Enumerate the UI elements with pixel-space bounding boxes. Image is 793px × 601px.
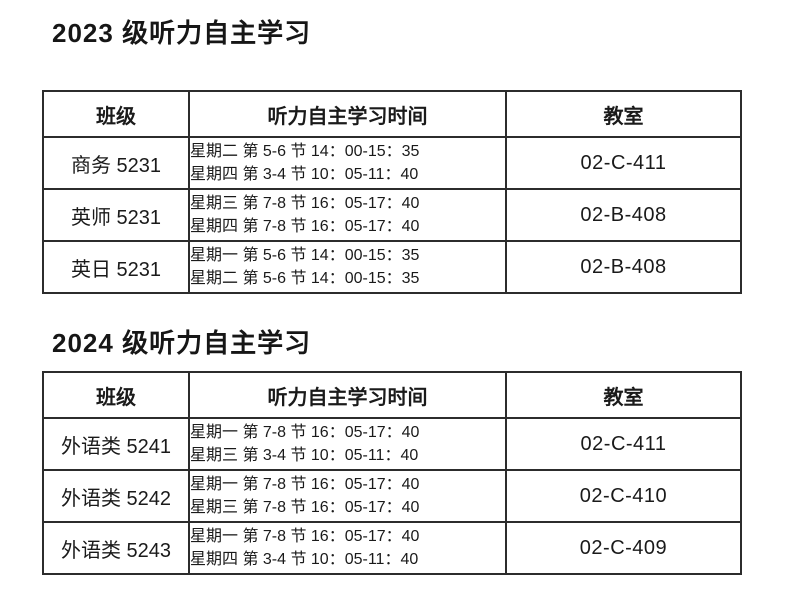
table-row: 英师 5231 星期三 第 7-8 节 16：05-17：40 星期四 第 7-…	[42, 188, 742, 242]
time-line: 星期一 第 5-6 节 14：00-15：35	[190, 247, 420, 264]
time-line: 星期一 第 7-8 节 16：05-17：40	[190, 476, 420, 493]
time-cell: 星期三 第 7-8 节 16：05-17：40 星期四 第 7-8 节 16：0…	[188, 188, 507, 242]
header-cell-class: 班级	[42, 371, 190, 419]
time-line: 星期四 第 7-8 节 16：05-17：40	[190, 218, 420, 235]
time-line: 星期二 第 5-6 节 14：00-15：35	[190, 143, 420, 160]
time-line: 星期三 第 3-4 节 10：05-11：40	[190, 447, 419, 464]
time-line: 星期一 第 7-8 节 16：05-17：40	[190, 528, 420, 545]
time-cell: 星期一 第 7-8 节 16：05-17：40 星期四 第 3-4 节 10：0…	[188, 521, 507, 575]
table-row: 商务 5231 星期二 第 5-6 节 14：00-15：35 星期四 第 3-…	[42, 136, 742, 190]
schedule-document: 2023 级听力自主学习 班级 听力自主学习时间 教室 商务 5231 星期二 …	[42, 18, 742, 575]
time-line: 星期三 第 7-8 节 16：05-17：40	[190, 499, 420, 516]
table-header-row: 班级 听力自主学习时间 教室	[42, 90, 742, 138]
room-cell: 02-B-408	[505, 188, 742, 242]
time-line: 星期四 第 3-4 节 10：05-11：40	[190, 166, 419, 183]
table-row: 外语类 5241 星期一 第 7-8 节 16：05-17：40 星期三 第 3…	[42, 417, 742, 471]
room-cell: 02-C-411	[505, 136, 742, 190]
class-name-cell: 外语类 5241	[42, 417, 190, 471]
time-cell: 星期一 第 7-8 节 16：05-17：40 星期三 第 7-8 节 16：0…	[188, 469, 507, 523]
table-header-row: 班级 听力自主学习时间 教室	[42, 371, 742, 419]
time-line: 星期一 第 7-8 节 16：05-17：40	[190, 424, 420, 441]
class-name-cell: 商务 5231	[42, 136, 190, 190]
room-cell: 02-C-411	[505, 417, 742, 471]
table-row: 英日 5231 星期一 第 5-6 节 14：00-15：35 星期二 第 5-…	[42, 240, 742, 294]
table-row: 外语类 5242 星期一 第 7-8 节 16：05-17：40 星期三 第 7…	[42, 469, 742, 523]
time-cell: 星期二 第 5-6 节 14：00-15：35 星期四 第 3-4 节 10：0…	[188, 136, 507, 190]
table-row: 外语类 5243 星期一 第 7-8 节 16：05-17：40 星期四 第 3…	[42, 521, 742, 575]
schedule-table-2024: 班级 听力自主学习时间 教室 外语类 5241 星期一 第 7-8 节 16：0…	[42, 371, 742, 575]
header-cell-time: 听力自主学习时间	[188, 90, 507, 138]
class-name-cell: 外语类 5243	[42, 521, 190, 575]
section-title-2023: 2023 级听力自主学习	[52, 18, 312, 48]
time-cell: 星期一 第 5-6 节 14：00-15：35 星期二 第 5-6 节 14：0…	[188, 240, 507, 294]
room-cell: 02-C-409	[505, 521, 742, 575]
class-name-cell: 英师 5231	[42, 188, 190, 242]
time-cell: 星期一 第 7-8 节 16：05-17：40 星期三 第 3-4 节 10：0…	[188, 417, 507, 471]
time-line: 星期二 第 5-6 节 14：00-15：35	[190, 270, 420, 287]
time-line: 星期四 第 3-4 节 10：05-11：40	[190, 551, 419, 568]
room-cell: 02-B-408	[505, 240, 742, 294]
class-name-cell: 外语类 5242	[42, 469, 190, 523]
class-name-cell: 英日 5231	[42, 240, 190, 294]
section-title-2024: 2024 级听力自主学习	[52, 328, 312, 358]
room-cell: 02-C-410	[505, 469, 742, 523]
header-cell-time: 听力自主学习时间	[188, 371, 507, 419]
header-cell-class: 班级	[42, 90, 190, 138]
header-cell-room: 教室	[505, 90, 742, 138]
header-cell-room: 教室	[505, 371, 742, 419]
time-line: 星期三 第 7-8 节 16：05-17：40	[190, 195, 420, 212]
schedule-table-2023: 班级 听力自主学习时间 教室 商务 5231 星期二 第 5-6 节 14：00…	[42, 90, 742, 294]
